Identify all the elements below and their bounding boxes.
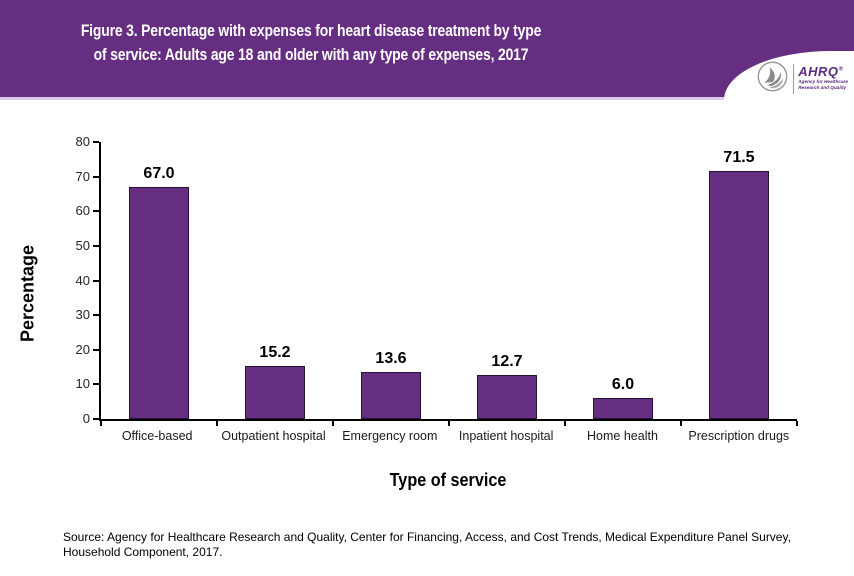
header-banner: Figure 3. Percentage with expenses for h… [0, 0, 854, 97]
source-note-line2: Household Component, 2017. [63, 545, 223, 559]
x-category-label: Inpatient hospital [458, 429, 554, 443]
bar [245, 366, 305, 419]
figure-title-line2: of service: Adults age 18 and older with… [93, 45, 529, 64]
bar [361, 371, 421, 419]
x-tick-mark [448, 421, 450, 426]
y-tick-label: 60 [75, 203, 90, 219]
figure-title-line1: Figure 3. Percentage with expenses for h… [80, 21, 542, 40]
y-tick-label: 30 [75, 307, 90, 323]
y-tick-mark [93, 279, 99, 282]
bar-value-label: 12.7 [491, 353, 523, 371]
x-category-label: Emergency room [342, 429, 438, 443]
x-axis-title: Type of service [389, 470, 507, 490]
x-tick-mark [796, 421, 798, 426]
bar-value-label: 6.0 [611, 376, 635, 394]
x-category-label: Outpatient hospital [221, 429, 326, 443]
bar-slot: 15.2 [217, 142, 333, 419]
source-note-line1: Source: Agency for Healthcare Research a… [63, 530, 791, 544]
x-tick-mark [215, 421, 218, 426]
bar-slot: 13.6 [333, 142, 449, 419]
bar-value-label: 13.6 [375, 349, 407, 367]
bar [129, 187, 189, 419]
bar-value-label: 67.0 [143, 165, 175, 183]
y-axis-title: Percentage [17, 244, 38, 343]
y-tick-mark [93, 244, 99, 247]
bar-slot: 12.7 [449, 142, 565, 419]
bar-value-label: 15.2 [259, 344, 291, 362]
source-note: Source: Agency for Healthcare Research a… [63, 530, 791, 560]
bar-slot: 67.0 [101, 142, 217, 419]
y-tick-label: 0 [82, 411, 90, 426]
y-tick-label: 40 [75, 272, 90, 288]
bar [709, 171, 769, 419]
y-tick-mark [93, 141, 99, 143]
bars-row: 67.0 15.2 13.6 12.7 6.0 71.5 [101, 142, 797, 419]
logo-divider [793, 64, 795, 94]
bar [477, 375, 537, 419]
x-tick-mark [100, 421, 102, 426]
y-tick-label: 20 [75, 341, 90, 357]
bar-value-label: 71.5 [723, 149, 755, 167]
y-tick-mark [93, 383, 99, 386]
y-tick-mark [93, 210, 99, 213]
ahrq-logo-text: AHRQ® [798, 64, 844, 80]
x-tick-mark [563, 421, 566, 426]
x-category-label: Office-based [121, 429, 193, 443]
y-tick-mark [93, 348, 99, 351]
y-tick-mark [93, 314, 99, 317]
hhs-eagle-icon [756, 60, 789, 98]
bar-slot: 6.0 [565, 142, 681, 419]
y-tick-label: 50 [75, 237, 90, 253]
bar-slot: 71.5 [681, 142, 797, 419]
y-tick-mark [93, 175, 99, 178]
bar [593, 398, 653, 419]
y-tick-label: 80 [75, 134, 90, 149]
x-tick-mark [331, 421, 334, 426]
ahrq-tagline-line2: Research and Quality [798, 85, 847, 90]
y-tick-mark [93, 418, 99, 420]
y-tick-label: 70 [75, 168, 90, 184]
x-axis-category-labels: Office-based Outpatient hospital Emergency… [99, 429, 797, 443]
plot-area: 0 10 20 30 40 50 60 70 80 67.0 15.2 13.6 12.7 6.0 71.5 [76, 134, 798, 426]
x-category-label: Prescription drugs [688, 429, 790, 443]
x-category-label: Home health [587, 429, 658, 443]
y-tick-label: 10 [75, 376, 90, 392]
ahrq-tagline-line1: Agency for Healthcare [798, 78, 848, 84]
x-tick-mark [680, 421, 682, 426]
figure-title: Figure 3. Percentage with expenses for h… [56, 19, 566, 67]
banner-accent-strip [0, 97, 854, 100]
